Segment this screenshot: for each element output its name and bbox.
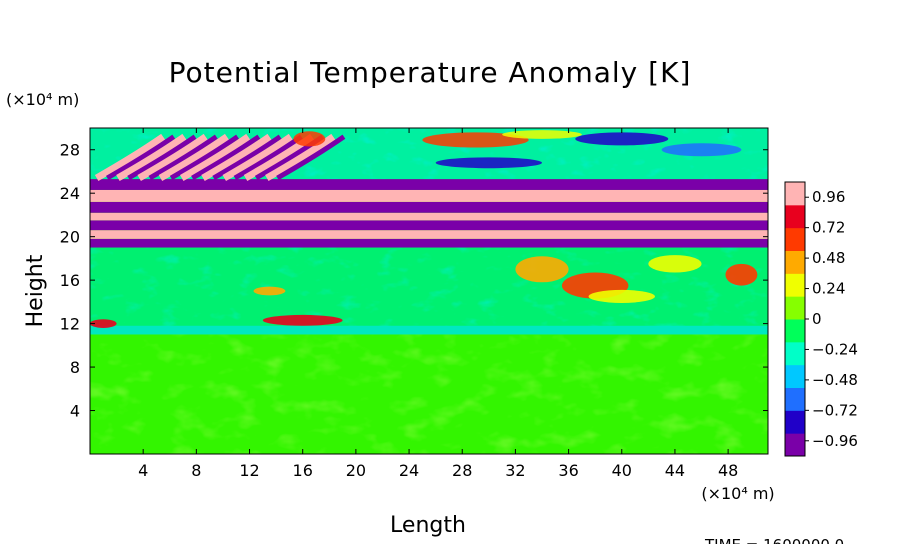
colorbar-label: 0.24 bbox=[812, 280, 845, 298]
colorbar-swatch bbox=[785, 319, 805, 343]
mid-anomaly-blob bbox=[725, 263, 758, 286]
mid-anomaly-blob bbox=[588, 289, 655, 303]
wave-crest bbox=[158, 133, 229, 182]
stratosphere-band bbox=[90, 212, 768, 221]
x-axis-title: Length bbox=[390, 513, 466, 538]
x-tick-label: 48 bbox=[718, 461, 738, 480]
mid-anomaly-blob bbox=[515, 256, 569, 283]
y-tick-label: 16 bbox=[60, 271, 80, 290]
y-axis-unit: (×10⁴ m) bbox=[6, 90, 79, 109]
y-tick-label: 20 bbox=[60, 228, 80, 247]
upper-anomaly-blob bbox=[575, 132, 669, 146]
stratosphere-band bbox=[90, 201, 768, 213]
colorbar-label: 0 bbox=[812, 310, 822, 328]
chart-title: Potential Temperature Anomaly [K] bbox=[169, 56, 692, 89]
wave-trough bbox=[148, 134, 218, 181]
upper-anomaly-blob bbox=[502, 130, 582, 139]
x-tick-label: 24 bbox=[399, 461, 419, 480]
x-tick-label: 44 bbox=[665, 461, 685, 480]
colorbar-swatch bbox=[785, 296, 805, 320]
colorbar-label: −0.96 bbox=[812, 432, 858, 450]
x-tick-label: 20 bbox=[346, 461, 366, 480]
time-label: TIME = 1600000.0 bbox=[704, 536, 844, 544]
mid-anomaly-blob bbox=[648, 255, 702, 273]
wave-crest bbox=[137, 133, 208, 182]
y-tick-group: 4 8 12 16 20 24 28 bbox=[60, 141, 768, 421]
x-tick-group: 4 8 12 16 20 24 28 32 36 40 44 48 bbox=[138, 128, 738, 480]
y-tick-label: 4 bbox=[70, 402, 80, 421]
colorbar-label: −0.72 bbox=[812, 401, 858, 419]
y-tick-label: 12 bbox=[60, 315, 80, 334]
wave-crest bbox=[116, 133, 187, 182]
plot-frame bbox=[89, 127, 769, 455]
wave-crest bbox=[179, 133, 251, 182]
colorbar-swatch bbox=[785, 250, 805, 274]
colorbar-label: −0.48 bbox=[812, 371, 858, 389]
upper-anomaly-blob bbox=[293, 131, 326, 147]
wave-trough bbox=[191, 134, 261, 181]
colorbar-label: 0.72 bbox=[812, 219, 845, 237]
y-axis-title: Height bbox=[23, 254, 48, 327]
x-tick-label: 12 bbox=[239, 461, 259, 480]
y-tick-label: 24 bbox=[60, 184, 80, 203]
colorbar-swatch bbox=[785, 227, 805, 251]
upper-anomaly-blob bbox=[435, 157, 542, 169]
wave-trough bbox=[212, 134, 282, 181]
colorbar-swatch bbox=[785, 341, 805, 366]
stratosphere-band bbox=[90, 189, 768, 202]
x-tick-label: 28 bbox=[452, 461, 472, 480]
mid-anomaly-blob bbox=[253, 286, 286, 296]
wave-crest bbox=[222, 133, 293, 182]
colorbar: 0.96 0.72 0.48 0.24 0 −0.24 −0.48 −0.72 −0.96 bbox=[784, 181, 858, 457]
wave-crest bbox=[94, 133, 166, 182]
mid-anomaly-blob bbox=[262, 314, 343, 326]
wave-crest bbox=[201, 133, 272, 182]
wave-trough bbox=[169, 134, 239, 181]
colorbar-label: 0.48 bbox=[812, 249, 845, 267]
plot-area bbox=[90, 128, 768, 454]
wave-trough bbox=[276, 134, 346, 181]
x-tick-label: 8 bbox=[191, 461, 201, 480]
wave-crest bbox=[265, 133, 336, 182]
x-axis-unit: (×10⁴ m) bbox=[701, 484, 774, 503]
x-tick-label: 40 bbox=[612, 461, 632, 480]
x-tick-label: 16 bbox=[293, 461, 313, 480]
stratosphere-band bbox=[90, 238, 768, 248]
y-tick-label: 28 bbox=[60, 141, 80, 160]
stratosphere-band bbox=[90, 179, 768, 190]
x-tick-label: 4 bbox=[138, 461, 148, 480]
tropopause-line bbox=[90, 325, 768, 335]
y-tick-label: 8 bbox=[70, 358, 80, 377]
colorbar-swatch bbox=[785, 273, 805, 297]
x-tick-label: 32 bbox=[505, 461, 525, 480]
colorbar-swatch bbox=[785, 204, 805, 229]
lower-layer-texture bbox=[90, 334, 768, 454]
upper-anomaly-blob bbox=[661, 143, 742, 157]
wave-trough bbox=[106, 134, 176, 181]
colorbar-swatch bbox=[785, 182, 805, 206]
colorbar-swatch bbox=[785, 387, 805, 411]
upper-anomaly-blob bbox=[422, 132, 529, 148]
stratosphere-band bbox=[90, 220, 768, 231]
mid-anomaly-blob bbox=[90, 319, 117, 328]
stratosphere-band bbox=[90, 230, 768, 239]
colorbar-swatch bbox=[785, 433, 805, 457]
colorbar-label: 0.96 bbox=[812, 188, 845, 206]
colorbar-label: −0.24 bbox=[812, 340, 858, 358]
colorbar-swatch bbox=[785, 364, 805, 388]
colorbar-swatch bbox=[785, 410, 805, 434]
x-tick-label: 36 bbox=[558, 461, 578, 480]
wave-trough bbox=[127, 134, 197, 181]
